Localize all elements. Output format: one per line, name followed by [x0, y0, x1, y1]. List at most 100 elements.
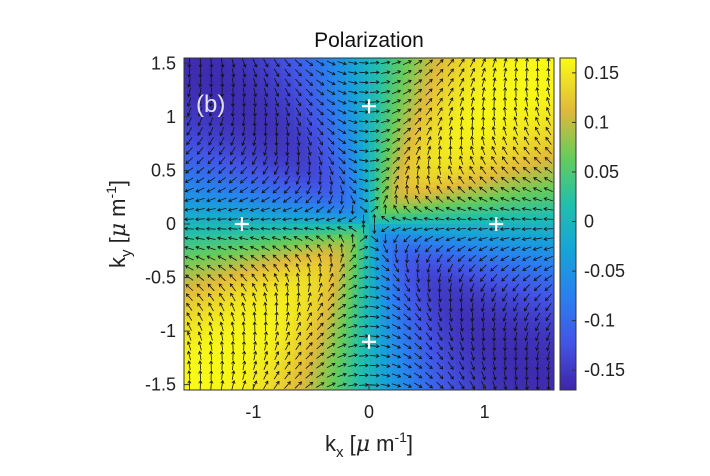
field-arrow: [458, 58, 465, 67]
heatmap-cell: [519, 239, 526, 246]
heatmap-cell: [253, 384, 260, 390]
field-arrow: [369, 167, 380, 172]
heatmap-cell: [397, 146, 405, 152]
heatmap-cell: [519, 379, 526, 386]
heatmap-cell: [357, 109, 364, 116]
heatmap-cell: [270, 115, 278, 121]
heatmap-cell: [351, 327, 359, 334]
heatmap-cell: [380, 68, 387, 75]
heatmap-cell: [473, 166, 480, 173]
heatmap-cell: [357, 83, 364, 90]
heatmap-cell: [525, 260, 532, 267]
heatmap-cell: [282, 260, 289, 267]
field-arrow: [306, 175, 311, 186]
heatmap-cell: [426, 374, 434, 381]
heatmap-cell: [189, 104, 197, 111]
heatmap-cell: [259, 68, 266, 75]
heatmap-cell: [409, 172, 416, 178]
heatmap-cell: [432, 104, 439, 111]
heatmap-cell: [334, 177, 341, 184]
heatmap-cell: [496, 177, 503, 184]
heatmap-cell: [299, 338, 307, 344]
heatmap-cell: [207, 192, 214, 199]
heatmap-cell: [276, 296, 283, 303]
heatmap-cell: [236, 83, 243, 90]
field-arrow: [369, 70, 380, 75]
heatmap-cell: [363, 358, 370, 365]
heatmap-cell: [282, 166, 289, 173]
heatmap-cell: [207, 182, 214, 189]
heatmap-cell: [340, 327, 347, 334]
heatmap-cell: [397, 166, 405, 173]
heatmap-cell: [530, 327, 538, 334]
field-arrow: [459, 302, 464, 313]
heatmap-cell: [397, 291, 405, 298]
heatmap-cell: [386, 358, 393, 365]
heatmap-cell: [525, 125, 532, 132]
heatmap-cell: [207, 104, 214, 111]
heatmap-cell: [236, 99, 243, 106]
heatmap-cell: [328, 151, 335, 158]
heatmap-cell: [438, 265, 445, 272]
heatmap-cell: [490, 120, 497, 127]
heatmap-cell: [380, 338, 387, 344]
heatmap-cell: [201, 358, 208, 365]
heatmap-cell: [201, 63, 208, 69]
heatmap-cell: [455, 58, 463, 64]
heatmap-cell: [473, 275, 480, 282]
heatmap-cell: [467, 68, 474, 75]
field-arrow: [252, 116, 257, 127]
heatmap-cell: [421, 364, 428, 370]
heatmap-cell: [444, 198, 451, 204]
heatmap-cell: [270, 364, 278, 370]
heatmap-cell: [224, 348, 231, 355]
heatmap-cell: [311, 374, 318, 381]
heatmap-cell: [305, 249, 312, 256]
heatmap-cell: [259, 78, 266, 85]
heatmap-cell: [519, 109, 526, 116]
heatmap-cell: [270, 58, 278, 64]
field-arrow: [447, 68, 454, 77]
heatmap-cell: [421, 187, 428, 194]
heatmap-cell: [397, 172, 405, 178]
heatmap-cell: [270, 312, 278, 318]
heatmap-cell: [282, 73, 289, 80]
heatmap-cell: [276, 265, 283, 272]
heatmap-cell: [212, 338, 220, 344]
heatmap-cell: [201, 301, 208, 308]
heatmap-cell: [484, 89, 492, 95]
heatmap-cell: [247, 73, 254, 80]
heatmap-cell: [461, 218, 468, 225]
heatmap-cell: [230, 172, 237, 178]
heatmap-cell: [461, 296, 468, 303]
heatmap-cell: [496, 358, 503, 365]
heatmap-cell: [374, 301, 382, 308]
heatmap-cell: [316, 218, 324, 225]
heatmap-cell: [374, 234, 382, 241]
heatmap-cell: [490, 322, 497, 329]
heatmap-cell: [484, 384, 492, 390]
heatmap-cell: [449, 286, 457, 293]
heatmap-cell: [536, 125, 544, 132]
heatmap-cell: [478, 234, 486, 241]
heatmap-cell: [282, 353, 289, 360]
heatmap-cell: [490, 187, 497, 194]
heatmap-cell: [513, 286, 520, 293]
field-arrow: [264, 340, 268, 351]
heatmap-cell: [536, 213, 544, 220]
heatmap-cell: [473, 135, 480, 142]
heatmap-cell: [345, 327, 353, 334]
heatmap-cell: [455, 89, 463, 95]
heatmap-cell: [316, 364, 324, 370]
field-arrow: [186, 97, 192, 107]
heatmap-cell: [403, 192, 411, 199]
heatmap-cell: [322, 125, 330, 132]
field-arrow: [327, 137, 335, 145]
heatmap-cell: [392, 104, 399, 111]
field-arrow: [252, 58, 258, 68]
heatmap-cell: [513, 332, 520, 339]
heatmap-cell: [478, 348, 486, 355]
field-arrow: [383, 204, 388, 214]
heatmap-cell: [305, 364, 312, 370]
field-arrow: [316, 89, 325, 96]
